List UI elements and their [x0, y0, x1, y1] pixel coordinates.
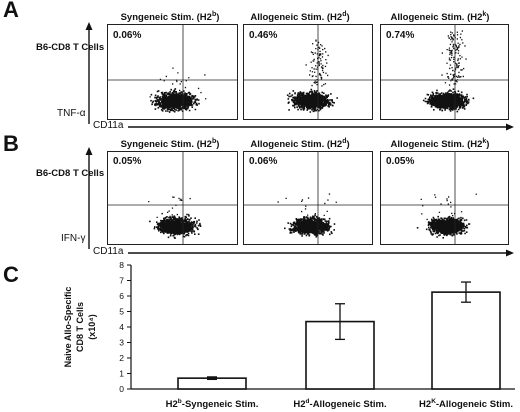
panel-a-col3-title: Allogeneic Stim. (H2k): [390, 11, 490, 24]
bar-chart: 0 1 2 3 4 5 6 7 8 Naive Allo-Specific CD8 T Cells(…: [63, 260, 515, 410]
flow-plot-b1: [107, 151, 238, 245]
flow-plot-a1-dots: [108, 25, 237, 119]
panel-b-y-arrow: [85, 147, 93, 249]
panel-a-col1-title: Syngeneic Stim. (H2b): [120, 11, 220, 24]
y-axis-unit: (x10⁴): [87, 314, 97, 339]
flow-plot-a3-percent: 0.74%: [386, 30, 415, 41]
panel-c-letter: C: [3, 262, 19, 287]
x-category-label-1: H2b-Syngeneic Stim.: [166, 398, 259, 410]
y-axis-title-line1: Naive Allo-Specific: [63, 287, 73, 368]
flow-plot-a2: [243, 24, 373, 120]
flow-plot-b3-percent: 0.05%: [386, 156, 415, 167]
panel-b-row-label: B6-CD8 T Cells: [36, 168, 105, 179]
y-tick-label: 6: [119, 291, 124, 301]
flow-plot-b2-dots: [244, 152, 372, 244]
panel-b-x-arrow: [128, 249, 514, 257]
x-category-label-3: H2K-Allogeneic Stim.: [419, 398, 513, 410]
flow-plot-b2: [243, 151, 373, 245]
flow-plot-a2-dots: [244, 25, 372, 119]
bar-3: [431, 291, 501, 390]
y-tick-label: 1: [119, 369, 124, 379]
panel-a-letter: A: [3, 0, 19, 22]
panel-a-row-label: B6-CD8 T Cells: [36, 42, 105, 53]
flow-plot-a3: [380, 24, 509, 120]
x-category-label-2: H2d-Allogeneic Stim.: [293, 398, 386, 410]
panel-b-y-axis-label: IFN-γ: [61, 233, 86, 244]
flow-plot-b1-dots: [108, 152, 237, 244]
panel-b-col1-title: Syngeneic Stim. (H2b): [120, 138, 220, 151]
y-tick-label: 4: [119, 322, 124, 332]
panel-b-col2-title: Allogeneic Stim. (H2d): [250, 138, 350, 151]
flow-plot-b3: [380, 151, 509, 245]
panel-a-y-arrow: [85, 22, 93, 124]
panel-a-x-arrow: [128, 123, 514, 131]
panel-a-y-axis-label: TNF-α: [57, 108, 86, 119]
flow-plot-a2-percent: 0.46%: [249, 30, 278, 41]
panel-a-x-axis-label: CD11a: [93, 120, 124, 131]
y-tick-label: 2: [119, 353, 124, 363]
flow-plot-b1-percent: 0.05%: [113, 156, 142, 167]
panel-b-x-axis-label: CD11a: [93, 246, 124, 257]
y-tick-label: 7: [119, 276, 124, 286]
y-axis-title-line2: CD8 T Cells: [75, 302, 85, 352]
flow-plot-b2-percent: 0.06%: [249, 156, 278, 167]
panel-a-col2-title: Allogeneic Stim. (H2d): [250, 11, 350, 24]
y-tick-label: 3: [119, 338, 124, 348]
panel-b-col3-title: Allogeneic Stim. (H2k): [390, 138, 490, 151]
y-tick-label: 5: [119, 307, 124, 317]
flow-plot-a1-percent: 0.06%: [113, 30, 142, 41]
flow-plot-a3-dots: [381, 25, 508, 119]
panel-b-letter: B: [3, 131, 19, 156]
y-tick-label: 0: [119, 384, 124, 394]
y-tick-label: 8: [119, 260, 124, 270]
flow-plot-b3-dots: [381, 152, 508, 244]
flow-plot-a1: [107, 24, 238, 120]
